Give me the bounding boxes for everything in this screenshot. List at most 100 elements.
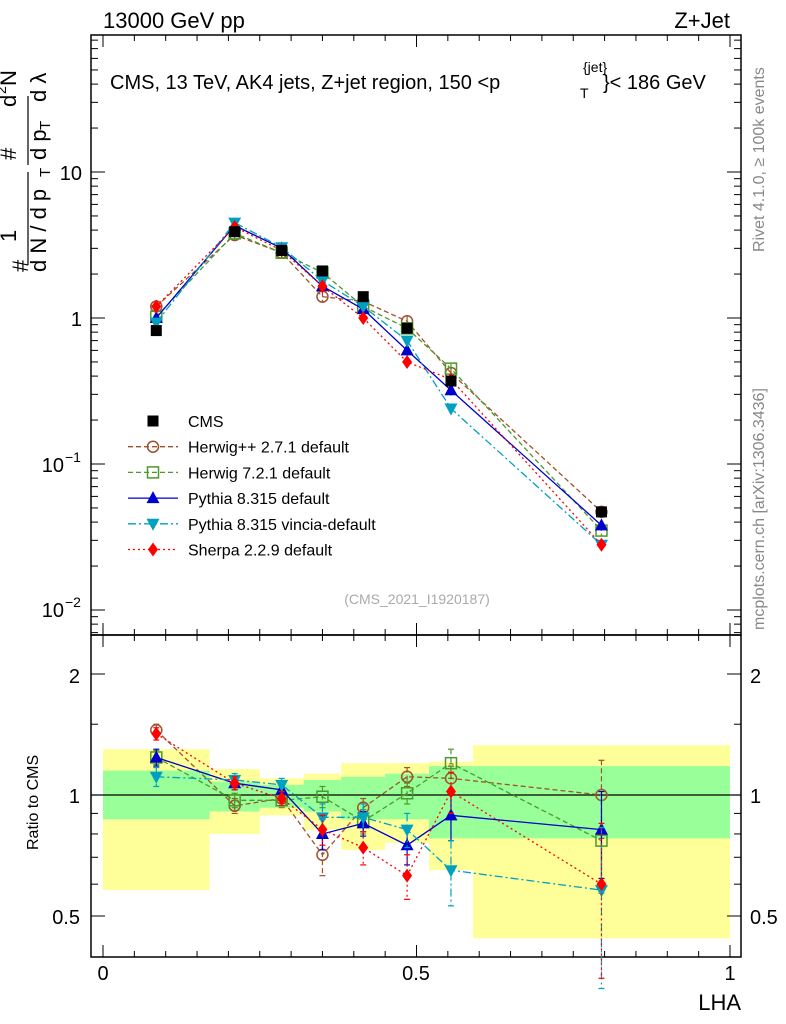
series-point-ratio-4-1 <box>229 776 240 791</box>
cms-point-5 <box>401 322 413 334</box>
ratio-tick-right-2: 2 <box>750 666 761 688</box>
y-tick-10: 10 <box>60 163 82 185</box>
mcplots-label: mcplots.cern.ch [arXiv:1306.3436] <box>751 388 768 630</box>
y-tick-1: 1 <box>71 309 82 331</box>
cms-point-2 <box>276 244 288 256</box>
series-line-top-1 <box>155 232 602 532</box>
series-line-ratio-4 <box>155 733 602 885</box>
ratio-tick-left-05: 0.5 <box>52 907 80 929</box>
legend-label-3: Pythia 8.315 default <box>188 491 330 508</box>
series-point-ratio-2-6 <box>444 808 458 821</box>
cms-point-0 <box>150 325 162 337</box>
series-point-top-2-6 <box>444 383 458 396</box>
legend: CMS Herwig++ 2.7.1 default Herwig 7.2.1 de… <box>128 414 376 560</box>
ratio-y-label: Ratio to CMS <box>25 755 42 850</box>
series-point-ratio-0-5 <box>400 770 414 784</box>
header-right: Z+Jet <box>674 8 730 33</box>
y-label-one: 1 <box>0 230 21 242</box>
legend-marker-cms <box>147 415 159 427</box>
y-tick-exp-minus1: −1 <box>65 449 81 465</box>
ratio-tick-right-1: 1 <box>750 786 761 808</box>
series-point-top-4-5 <box>402 354 413 369</box>
cms-point-1 <box>229 226 241 238</box>
legend-label-5: Sherpa 2.2.9 default <box>188 543 333 560</box>
y-label-t2: T <box>37 121 54 130</box>
legend-marker-3 <box>146 491 160 504</box>
y-label-hash-1: # <box>8 259 33 272</box>
y-label-t1: T <box>37 168 54 177</box>
x-axis-label: LHA <box>698 990 741 1015</box>
ratio-uncertainty-bands <box>103 745 730 939</box>
top-panel-series <box>149 217 608 552</box>
series-point-ratio-1-3 <box>316 790 329 804</box>
series-line-ratio-0 <box>155 729 602 856</box>
series-point-ratio-2-0 <box>149 750 163 763</box>
ratio-tick-left-1: 1 <box>69 786 80 808</box>
series-point-ratio-1-5 <box>400 787 414 800</box>
y-label-dp: d p <box>26 129 51 160</box>
series-point-top-3-6 <box>444 403 458 416</box>
legend-marker-5 <box>148 542 158 557</box>
series-point-top-2-5 <box>400 343 414 356</box>
series-point-ratio-4-6 <box>445 784 456 799</box>
ratio-panel-series <box>149 723 608 990</box>
series-point-ratio-4-0 <box>151 726 162 741</box>
title-sub: T <box>580 85 589 101</box>
legend-label-1: Herwig++ 2.7.1 default <box>188 440 350 457</box>
band-green-5 <box>385 773 430 820</box>
title-end: }< 186 GeV <box>603 72 707 94</box>
cms-point-3 <box>316 265 328 277</box>
series-line-top-3 <box>155 221 602 546</box>
legend-marker-1 <box>146 440 160 453</box>
x-tick-05: 0.5 <box>402 963 430 985</box>
legend-marker-4 <box>146 518 160 531</box>
series-point-ratio-4-5 <box>402 868 413 883</box>
y-tick-exp-minus2: −2 <box>65 594 81 610</box>
series-point-top-4-7 <box>596 537 607 552</box>
series-point-ratio-4-3 <box>317 822 328 837</box>
series-point-ratio-3-6 <box>444 865 458 878</box>
series-point-ratio-3-0 <box>149 771 163 784</box>
series-point-top-3-4 <box>356 301 370 314</box>
cms-point-7 <box>595 506 607 518</box>
series-point-top-3-0 <box>149 317 163 330</box>
title-sup: {jet} <box>583 59 607 75</box>
analysis-watermark: (CMS_2021_I1920187) <box>344 591 490 607</box>
y-label-sup2: 2 <box>0 86 9 94</box>
title-main: CMS, 13 TeV, AK4 jets, Z+jet region, 150… <box>110 72 500 94</box>
legend-marker-2 <box>146 466 160 479</box>
series-line-ratio-3 <box>156 776 602 891</box>
series-point-top-4-0 <box>151 299 162 314</box>
series-line-ratio-2 <box>156 756 602 846</box>
series-point-ratio-2-5 <box>400 838 414 851</box>
y-tick-10-minus2: 10 <box>42 600 64 622</box>
y-axis-label-top: # 1 d N / d p T # d p T d 2 N d λ <box>0 70 54 272</box>
ratio-tick-left-2: 2 <box>69 666 80 688</box>
series-point-ratio-3-4 <box>356 812 370 825</box>
ratio-tick-right-05: 0.5 <box>750 907 778 929</box>
series-point-top-3-5 <box>400 335 414 348</box>
series-point-ratio-1-1 <box>228 794 241 807</box>
x-tick-1: 1 <box>724 963 735 985</box>
series-point-ratio-3-3 <box>315 812 329 825</box>
series-point-top-4-4 <box>358 311 369 325</box>
series-point-ratio-4-2 <box>276 791 287 806</box>
cms-point-4 <box>357 291 369 303</box>
header-left: 13000 GeV pp <box>103 8 245 33</box>
y-tick-10-minus1: 10 <box>42 455 64 477</box>
series-point-ratio-1-6 <box>444 756 458 770</box>
legend-label-2: Herwig 7.2.1 default <box>188 465 331 482</box>
series-line-top-4 <box>155 226 602 546</box>
series-line-top-0 <box>155 234 602 513</box>
series-point-top-4-3 <box>317 279 328 294</box>
x-tick-0: 0 <box>97 963 108 985</box>
plot-title: CMS, 13 TeV, AK4 jets, Z+jet region, 150… <box>110 59 707 101</box>
legend-label-0: CMS <box>188 414 224 431</box>
rivet-label: Rivet 4.1.0, ≥ 100k events <box>751 67 768 252</box>
series-point-top-2-7 <box>594 518 608 531</box>
y-label-dlambda: d λ <box>26 73 51 102</box>
series-line-ratio-1 <box>155 756 602 842</box>
y-label-d2: d <box>0 95 21 107</box>
series-point-ratio-4-4 <box>358 840 369 855</box>
series-point-ratio-4-7 <box>596 877 607 892</box>
